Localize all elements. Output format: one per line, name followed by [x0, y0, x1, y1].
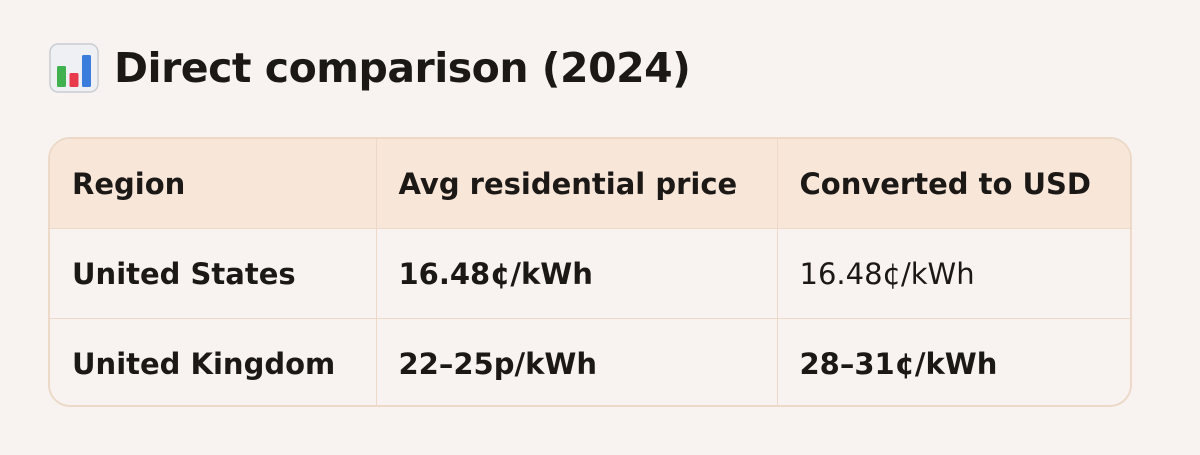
bar-chart-icon [49, 43, 99, 93]
page-title: Direct comparison (2024) [114, 44, 691, 92]
section-heading: Direct comparison (2024) [48, 38, 691, 98]
price-cell: 16.48¢/kWh [376, 228, 778, 319]
column-header-region: Region [50, 139, 377, 229]
region-cell: United States [50, 228, 377, 319]
usd-cell: 16.48¢/kWh [777, 228, 1130, 319]
table-row: United Kingdom 22–25p/kWh 28–31¢/kWh [50, 318, 1130, 405]
table-header-row: Region Avg residential price Converted t… [50, 139, 1130, 229]
region-cell: United Kingdom [50, 318, 377, 405]
comparison-table: Region Avg residential price Converted t… [48, 137, 1132, 407]
price-cell: 22–25p/kWh [376, 318, 778, 405]
usd-cell: 28–31¢/kWh [799, 346, 998, 381]
column-header-usd: Converted to USD [777, 139, 1130, 229]
column-header-avg-price: Avg residential price [376, 139, 778, 229]
table-row: United States 16.48¢/kWh 16.48¢/kWh [50, 228, 1130, 319]
